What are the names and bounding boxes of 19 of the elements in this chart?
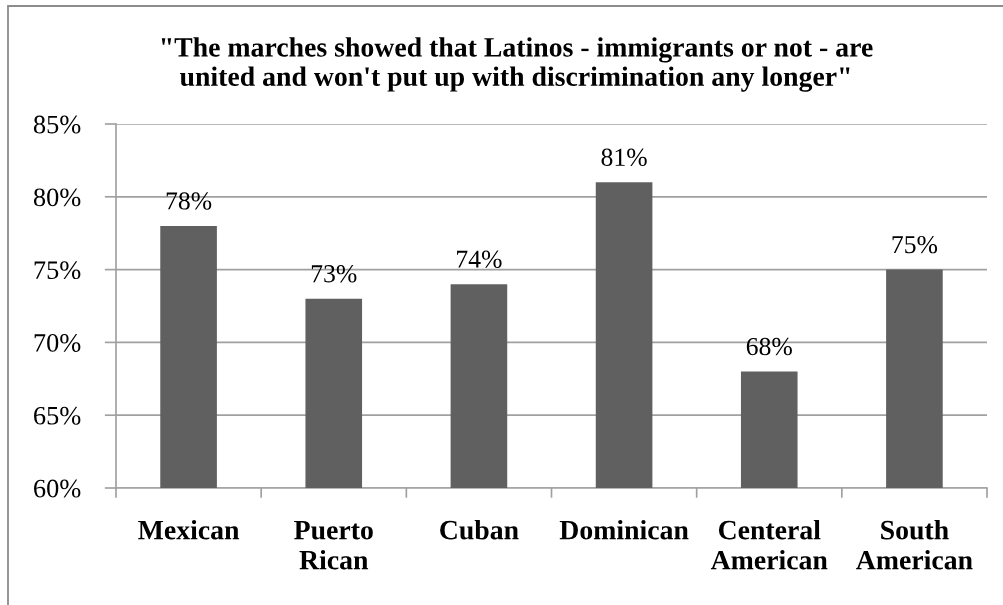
chart-title: "The marches showed that Latinos - immigrants or not - are united and won't put up with discrimination any longer"	[161, 37, 873, 92]
y-tick-label: 65%	[34, 406, 81, 425]
y-tick-label: 75%	[34, 261, 81, 280]
data-label: 81%	[601, 148, 647, 166]
x-tick-label: South American	[856, 519, 973, 570]
y-tick-label: 70%	[34, 334, 81, 352]
x-tick-label: Puerto Rican	[294, 521, 373, 570]
data-label: 68%	[746, 337, 792, 356]
data-label: 78%	[166, 192, 212, 210]
data-label: 74%	[457, 250, 502, 268]
y-tick-label: 60%	[34, 479, 81, 498]
x-tick-label: Centeral American	[710, 519, 828, 570]
y-tick-label: 85%	[33, 115, 81, 134]
x-tick-label: Mexican	[138, 519, 240, 540]
y-tick-label: 80%	[33, 188, 81, 207]
x-tick-label: Cuban	[440, 519, 519, 540]
data-label: 75%	[892, 235, 938, 254]
data-label: 73%	[311, 265, 357, 283]
x-tick-label: Dominican	[559, 519, 689, 540]
